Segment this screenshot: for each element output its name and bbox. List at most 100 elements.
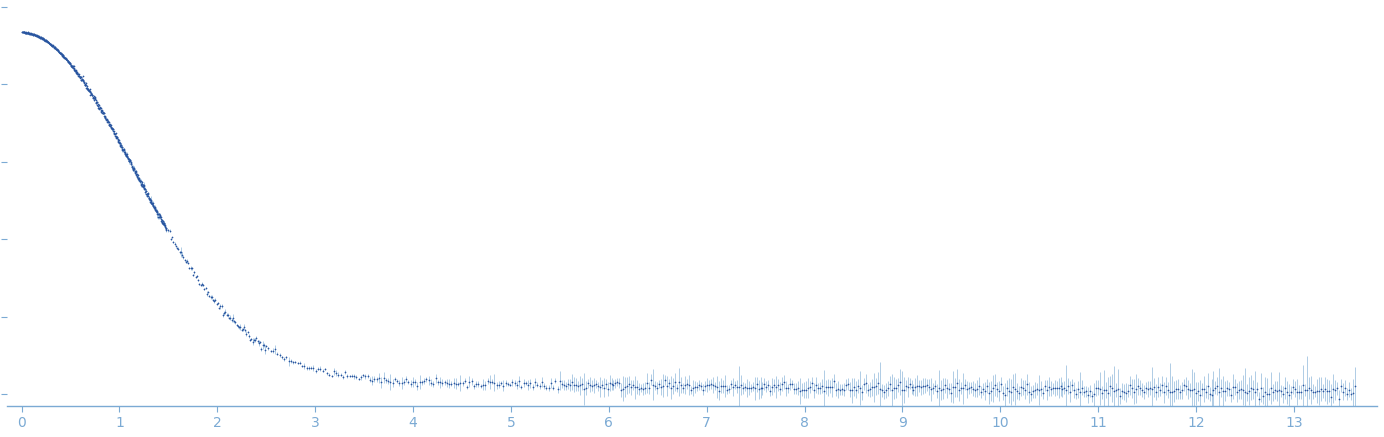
Point: [426, 379, 448, 386]
Point: [357, 373, 379, 380]
Point: [197, 289, 219, 296]
Point: [1308, 388, 1330, 395]
Point: [64, 65, 86, 72]
Point: [797, 384, 819, 391]
Point: [1091, 389, 1113, 396]
Point: [1182, 385, 1204, 392]
Point: [1207, 382, 1229, 389]
Point: [50, 50, 72, 57]
Point: [926, 388, 948, 395]
Point: [71, 75, 93, 82]
Point: [188, 281, 210, 288]
Point: [778, 385, 800, 392]
Point: [80, 89, 102, 96]
Point: [1163, 388, 1185, 395]
Point: [623, 382, 645, 389]
Point: [44, 45, 66, 52]
Point: [1204, 384, 1226, 391]
Point: [94, 115, 116, 122]
Point: [140, 200, 162, 207]
Point: [641, 376, 663, 383]
Point: [101, 125, 123, 132]
Point: [64, 68, 86, 75]
Point: [145, 208, 167, 215]
Point: [1295, 386, 1318, 393]
Point: [1322, 385, 1344, 392]
Point: [154, 223, 176, 230]
Point: [82, 91, 104, 98]
Point: [819, 383, 841, 390]
Point: [1066, 390, 1088, 397]
Point: [901, 384, 923, 391]
Point: [30, 34, 53, 41]
Point: [1111, 387, 1133, 394]
Point: [1135, 385, 1157, 392]
Point: [904, 384, 926, 391]
Point: [574, 385, 597, 392]
Point: [24, 32, 46, 39]
Point: [1175, 382, 1197, 389]
Point: [37, 38, 60, 45]
Point: [1259, 384, 1282, 391]
Point: [1323, 387, 1345, 394]
Point: [50, 50, 72, 57]
Point: [1266, 388, 1289, 395]
Point: [95, 115, 118, 122]
Point: [75, 84, 97, 91]
Point: [1095, 386, 1117, 393]
Point: [61, 63, 83, 70]
Point: [429, 379, 451, 386]
Point: [644, 382, 666, 389]
Point: [116, 155, 138, 162]
Point: [105, 132, 127, 139]
Point: [82, 94, 104, 101]
Point: [109, 142, 131, 149]
Point: [400, 380, 422, 387]
Point: [60, 62, 82, 69]
Point: [75, 79, 97, 86]
Point: [44, 46, 66, 53]
Point: [161, 234, 183, 241]
Point: [259, 347, 281, 354]
Point: [14, 29, 36, 36]
Point: [89, 104, 111, 111]
Point: [51, 52, 73, 59]
Point: [101, 126, 123, 133]
Point: [660, 384, 682, 391]
Point: [304, 368, 327, 375]
Point: [105, 135, 127, 142]
Point: [266, 350, 288, 357]
Point: [365, 376, 388, 383]
Point: [1262, 388, 1284, 395]
Point: [75, 81, 97, 88]
Point: [64, 67, 86, 74]
Point: [998, 387, 1020, 394]
Point: [954, 381, 976, 388]
Point: [368, 375, 390, 382]
Point: [1194, 388, 1217, 395]
Point: [350, 374, 372, 381]
Point: [143, 204, 165, 211]
Point: [1063, 386, 1085, 393]
Point: [1034, 382, 1056, 389]
Point: [78, 85, 100, 92]
Point: [1230, 386, 1253, 393]
Point: [46, 45, 68, 52]
Point: [66, 69, 89, 76]
Point: [1010, 384, 1032, 391]
Point: [39, 41, 61, 48]
Point: [1145, 388, 1167, 395]
Point: [714, 383, 736, 390]
Point: [318, 371, 340, 378]
Point: [1318, 388, 1340, 395]
Point: [752, 385, 774, 392]
Point: [22, 31, 44, 38]
Point: [126, 171, 148, 178]
Point: [147, 208, 169, 215]
Point: [134, 187, 156, 194]
Point: [573, 385, 595, 392]
Point: [97, 118, 119, 125]
Point: [1271, 387, 1293, 394]
Point: [245, 334, 267, 341]
Point: [262, 347, 284, 354]
